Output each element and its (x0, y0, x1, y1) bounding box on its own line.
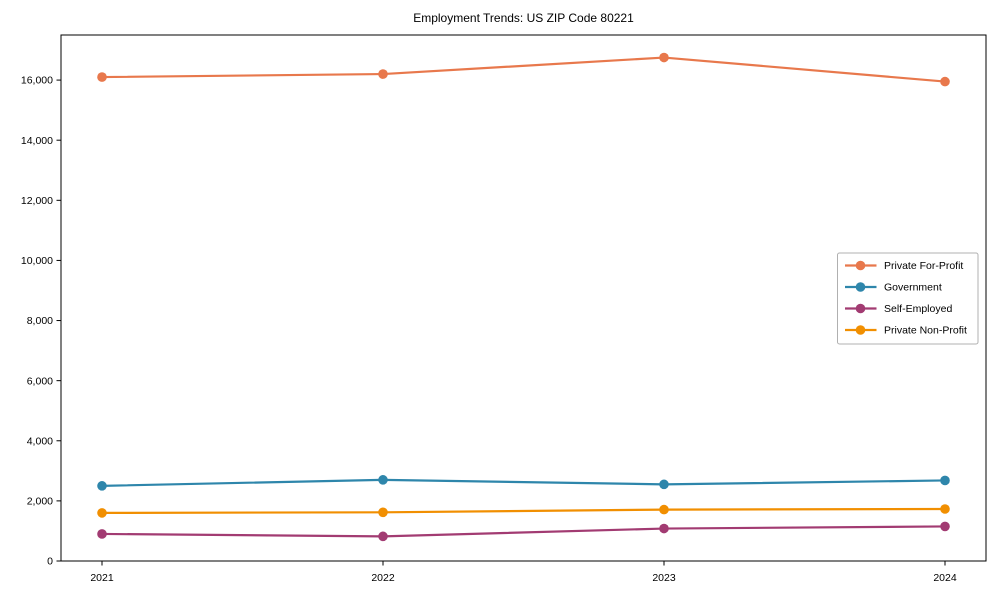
y-tick-label: 8,000 (27, 315, 53, 327)
series-line-government (101, 478, 946, 487)
data-point-private-non-profit-2022 (378, 507, 388, 518)
legend-entry-government: Government (845, 282, 942, 294)
data-point-private-non-profit-2023 (659, 504, 669, 515)
data-point-self-employed-2022 (378, 531, 388, 542)
legend-marker-icon (855, 260, 866, 271)
legend-marker-icon (855, 303, 866, 314)
legend-box (837, 252, 979, 345)
data-point-private-for-profit-2023 (659, 52, 669, 63)
y-tick-label: 2,000 (27, 495, 53, 507)
data-point-government-2024 (940, 475, 950, 486)
data-point-private-non-profit-2021 (97, 508, 107, 518)
data-point-self-employed-2023 (659, 523, 669, 534)
data-point-private-for-profit-2024 (940, 76, 950, 87)
legend-label: Private Non-Profit (884, 325, 967, 337)
data-point-government-2022 (378, 475, 388, 485)
y-tick-label: 0 (47, 556, 53, 568)
x-tick-label: 2021 (90, 572, 114, 584)
chart-title: Employment Trends: US ZIP Code 80221 (413, 11, 634, 25)
y-tick-label: 10,000 (21, 255, 53, 267)
data-point-private-non-profit-2024 (940, 504, 950, 514)
legend-entry-private-non-profit: Private Non-Profit (845, 325, 967, 337)
x-tick-label: 2022 (371, 572, 395, 584)
data-point-government-2021 (97, 481, 107, 491)
data-point-self-employed-2024 (940, 521, 950, 532)
plot-border (60, 34, 987, 562)
data-point-private-for-profit-2021 (97, 72, 107, 82)
series-line-private-for-profit (101, 56, 946, 83)
legend-label: Private For-Profit (884, 260, 963, 272)
data-point-government-2023 (659, 479, 669, 490)
legend-label: Self-Employed (884, 303, 952, 315)
series-line-self-employed (101, 525, 946, 538)
y-tick-label: 6,000 (27, 375, 53, 387)
legend-entry-private-for-profit: Private For-Profit (845, 260, 963, 272)
x-tick-label: 2023 (652, 572, 676, 584)
y-tick-label: 16,000 (21, 75, 53, 87)
x-tick-label: 2024 (933, 572, 957, 584)
data-point-private-for-profit-2022 (378, 69, 388, 79)
y-tick-label: 12,000 (21, 195, 53, 207)
y-tick-label: 14,000 (21, 135, 53, 147)
series-line-private-non-profit (101, 507, 946, 515)
y-tick-label: 4,000 (27, 435, 53, 447)
legend-marker-icon (855, 325, 866, 335)
legend-label: Government (884, 282, 942, 294)
legend-entry-self-employed: Self-Employed (845, 303, 952, 315)
data-point-self-employed-2021 (97, 529, 107, 539)
legend-marker-icon (855, 282, 866, 292)
